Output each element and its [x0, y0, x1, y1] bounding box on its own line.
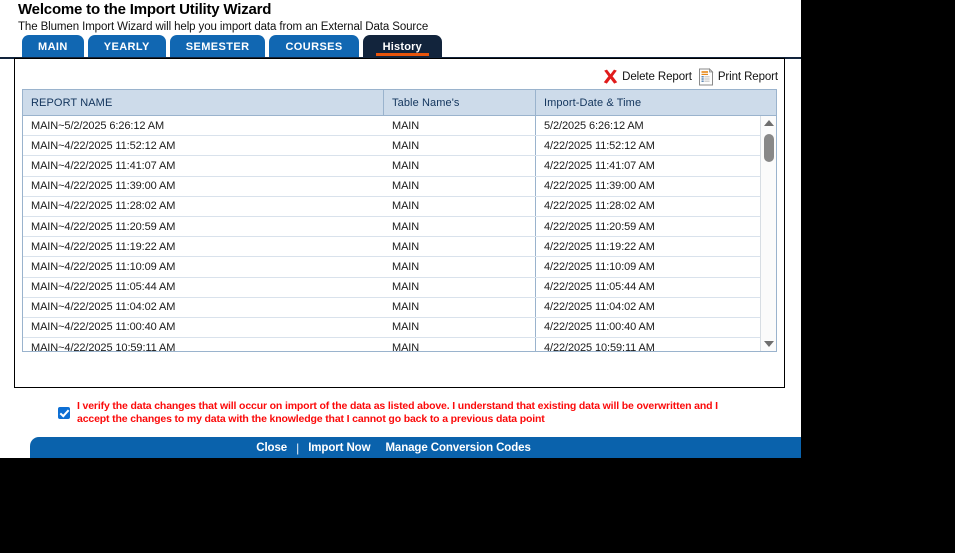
scroll-down-icon[interactable] — [761, 337, 776, 351]
tab-history-label: History — [382, 40, 422, 53]
cell-table-name: MAIN — [392, 200, 420, 213]
delete-report-button[interactable]: Delete Report — [602, 69, 692, 85]
table-body: MAIN~5/2/2025 6:26:12 AM MAIN 5/2/2025 6:2… — [23, 116, 776, 351]
cell-report-name: MAIN~4/22/2025 11:10:09 AM — [31, 260, 176, 273]
cell-report-name: MAIN~5/2/2025 6:26:12 AM — [31, 119, 165, 132]
page-title: Welcome to the Import Utility Wizard — [18, 1, 272, 18]
cell-report-name: MAIN~4/22/2025 11:41:07 AM — [31, 159, 176, 172]
cell-table-name: MAIN — [392, 220, 420, 233]
cell-table-name: MAIN — [392, 301, 420, 314]
cell-import-date: 4/22/2025 11:52:12 AM — [535, 136, 760, 156]
column-header-import-date[interactable]: Import-Date & Time — [535, 90, 760, 115]
manage-conversion-codes-button[interactable]: Manage Conversion Codes — [385, 441, 531, 454]
cell-import-date: 4/22/2025 11:05:44 AM — [535, 277, 760, 297]
table-row[interactable]: MAIN~4/22/2025 10:59:11 AM MAIN 4/22/2025 … — [23, 338, 776, 351]
cell-table-name: MAIN — [392, 180, 420, 193]
cell-table-name: MAIN — [392, 240, 420, 253]
table-row[interactable]: MAIN~4/22/2025 11:28:02 AM MAIN 4/22/2025 … — [23, 196, 776, 217]
cell-report-name: MAIN~4/22/2025 11:00:40 AM — [31, 321, 176, 334]
verify-row: I verify the data changes that will occu… — [58, 400, 738, 425]
tab-semester[interactable]: SEMESTER — [169, 35, 266, 58]
cell-report-name: MAIN~4/22/2025 10:59:11 AM — [31, 341, 176, 351]
print-report-button[interactable]: Print Report — [697, 68, 778, 86]
delete-report-label: Delete Report — [622, 71, 692, 83]
red-x-icon — [602, 69, 619, 85]
cell-table-name: MAIN — [392, 260, 420, 273]
reports-table: REPORT NAME Table Name's Import-Date & T… — [22, 89, 777, 352]
cell-import-date: 5/2/2025 6:26:12 AM — [535, 116, 760, 136]
table-row[interactable]: MAIN~4/22/2025 11:19:22 AM MAIN 4/22/2025 … — [23, 237, 776, 258]
cell-import-date: 4/22/2025 11:04:02 AM — [535, 297, 760, 317]
tab-history[interactable]: History — [362, 35, 442, 58]
footer-buttons: Close | Import Now Manage Conversion Cod… — [256, 441, 531, 455]
close-button[interactable]: Close — [256, 441, 288, 454]
cell-import-date: 4/22/2025 11:39:00 AM — [535, 176, 760, 196]
cell-table-name: MAIN — [392, 119, 420, 132]
cell-report-name: MAIN~4/22/2025 11:05:44 AM — [31, 281, 176, 294]
page-subtitle: The Blumen Import Wizard will help you i… — [18, 21, 429, 33]
table-vertical-scrollbar[interactable] — [760, 116, 776, 351]
cell-report-name: MAIN~4/22/2025 11:39:00 AM — [31, 180, 176, 193]
table-row[interactable]: MAIN~4/22/2025 11:41:07 AM MAIN 4/22/2025 … — [23, 156, 776, 177]
table-row[interactable]: MAIN~5/2/2025 6:26:12 AM MAIN 5/2/2025 6:2… — [23, 116, 776, 137]
table-header-row: REPORT NAME Table Name's Import-Date & T… — [23, 90, 776, 116]
verify-text: I verify the data changes that will occu… — [77, 400, 718, 425]
cell-import-date: 4/22/2025 10:59:11 AM — [535, 338, 760, 351]
cell-table-name: MAIN — [392, 281, 420, 294]
footer-separator: | — [296, 440, 300, 455]
scroll-up-icon[interactable] — [761, 116, 776, 130]
cell-import-date: 4/22/2025 11:28:02 AM — [535, 196, 760, 216]
cell-import-date: 4/22/2025 11:10:09 AM — [535, 257, 760, 277]
cell-table-name: MAIN — [392, 159, 420, 172]
import-now-button[interactable]: Import Now — [308, 441, 371, 454]
cell-import-date: 4/22/2025 11:19:22 AM — [535, 237, 760, 257]
cell-table-name: MAIN — [392, 139, 420, 152]
cell-report-name: MAIN~4/22/2025 11:20:59 AM — [31, 220, 176, 233]
tab-yearly-label: YEARLY — [103, 40, 150, 53]
history-panel: Delete Report — [14, 58, 785, 388]
tab-courses-label: COURSES — [285, 40, 343, 53]
cell-table-name: MAIN — [392, 341, 420, 351]
column-header-report-name[interactable]: REPORT NAME — [31, 96, 113, 109]
cell-report-name: MAIN~4/22/2025 11:28:02 AM — [31, 200, 176, 213]
table-row[interactable]: MAIN~4/22/2025 11:10:09 AM MAIN 4/22/2025 … — [23, 257, 776, 278]
table-row[interactable]: MAIN~4/22/2025 11:04:02 AM MAIN 4/22/2025 … — [23, 297, 776, 318]
print-report-label: Print Report — [717, 71, 778, 83]
tab-main-label: MAIN — [38, 40, 68, 53]
table-row[interactable]: MAIN~4/22/2025 11:39:00 AM MAIN 4/22/2025 … — [23, 176, 776, 197]
cell-import-date: 4/22/2025 11:00:40 AM — [535, 317, 760, 338]
column-header-table-name[interactable]: Table Name's — [383, 90, 535, 115]
table-rows-host: MAIN~5/2/2025 6:26:12 AM MAIN 5/2/2025 6:2… — [23, 116, 776, 351]
cell-report-name: MAIN~4/22/2025 11:52:12 AM — [31, 139, 176, 152]
table-row[interactable]: MAIN~4/22/2025 11:52:12 AM MAIN 4/22/2025 … — [23, 136, 776, 157]
tab-courses[interactable]: COURSES — [269, 35, 359, 58]
footer-action-bar: Close | Import Now Manage Conversion Cod… — [30, 437, 801, 458]
verify-checkbox[interactable] — [58, 407, 70, 419]
wizard-tabs: MAIN YEARLY SEMESTER COURSES History — [22, 35, 442, 58]
tab-yearly[interactable]: YEARLY — [87, 35, 166, 58]
table-row[interactable]: MAIN~4/22/2025 11:20:59 AM MAIN 4/22/2025 … — [23, 216, 776, 238]
report-toolbar: Delete Report — [602, 65, 778, 89]
import-wizard-page: Welcome to the Import Utility Wizard The… — [0, 0, 801, 458]
scrollbar-thumb[interactable] — [764, 134, 774, 162]
tab-main[interactable]: MAIN — [22, 35, 84, 58]
cell-import-date: 4/22/2025 11:20:59 AM — [535, 216, 760, 237]
cell-table-name: MAIN — [392, 321, 420, 334]
table-row[interactable]: MAIN~4/22/2025 11:05:44 AM MAIN 4/22/2025 … — [23, 277, 776, 298]
tab-semester-label: SEMESTER — [185, 40, 250, 53]
cell-report-name: MAIN~4/22/2025 11:19:22 AM — [31, 240, 176, 253]
cell-report-name: MAIN~4/22/2025 11:04:02 AM — [31, 301, 176, 314]
cell-import-date: 4/22/2025 11:41:07 AM — [535, 156, 760, 176]
active-tab-indicator — [375, 53, 429, 56]
report-document-icon — [697, 68, 715, 86]
table-row[interactable]: MAIN~4/22/2025 11:00:40 AM MAIN 4/22/2025 … — [23, 317, 776, 339]
